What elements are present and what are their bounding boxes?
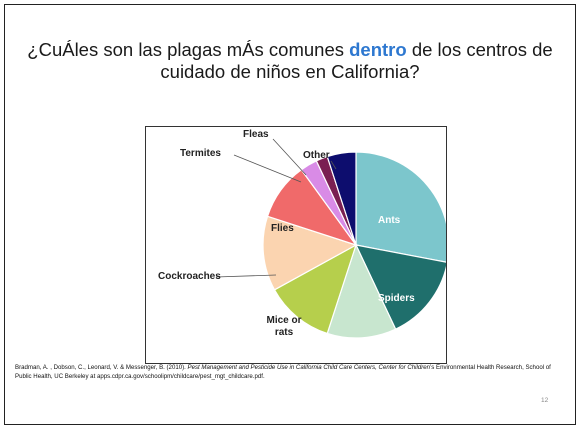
pie-slice-mice-or-rats (273, 243, 358, 335)
slice-label-other: Other (303, 150, 330, 161)
slide-title: ¿CuÁles son las plagas mÁs comunes dentr… (23, 39, 557, 83)
slice-label-cockroaches: Cockroaches (158, 271, 221, 282)
pie-slice-other (326, 151, 357, 246)
leader-line-other (330, 160, 337, 170)
citation-authors: Bradman, A. , Dobson, C., Leonard, V. & … (15, 364, 188, 371)
pie-slice-cockroaches (262, 215, 358, 291)
slice-label-spiders: Spiders (378, 293, 415, 304)
leader-line-fleas (272, 138, 307, 176)
page-number: 12 (541, 397, 549, 404)
pie-chart: Ants Spiders Head lice Mice or rats Cockroach… (158, 129, 446, 352)
title-text-after: de los centros de cuidado de niños en Ca… (160, 39, 553, 82)
slice-label-fleas: Fleas (243, 129, 269, 140)
citation-rest: ’s Environmental Health Research, School… (15, 364, 551, 380)
title-text-before: ¿CuÁles son las plagas mÁs comunes (27, 39, 350, 60)
slice-label-ants: Ants (378, 215, 401, 226)
slide: ¿CuÁles son las plagas mÁs comunes dentr… (4, 4, 576, 425)
slice-label-mice-or-rats: Mice or rats (266, 315, 301, 338)
citation: Bradman, A. , Dobson, C., Leonard, V. & … (15, 363, 567, 381)
slice-label-termites: Termites (180, 148, 221, 159)
title-highlight: dentro (349, 39, 407, 60)
pie-slice-ants (355, 151, 446, 263)
pie-slice-spiders (354, 244, 446, 330)
slice-label-flies: Flies (271, 223, 294, 234)
pie-slice-head-lice (326, 243, 397, 339)
slice-label-head-lice: Head lice (320, 341, 364, 352)
leader-line-termites (233, 154, 302, 183)
chart-frame: Ants Spiders Head lice Mice or rats Cockroach… (145, 126, 447, 364)
citation-work: Pest Management and Pesticide Use in Cal… (187, 364, 431, 371)
leader-line-cockroaches (215, 274, 277, 278)
